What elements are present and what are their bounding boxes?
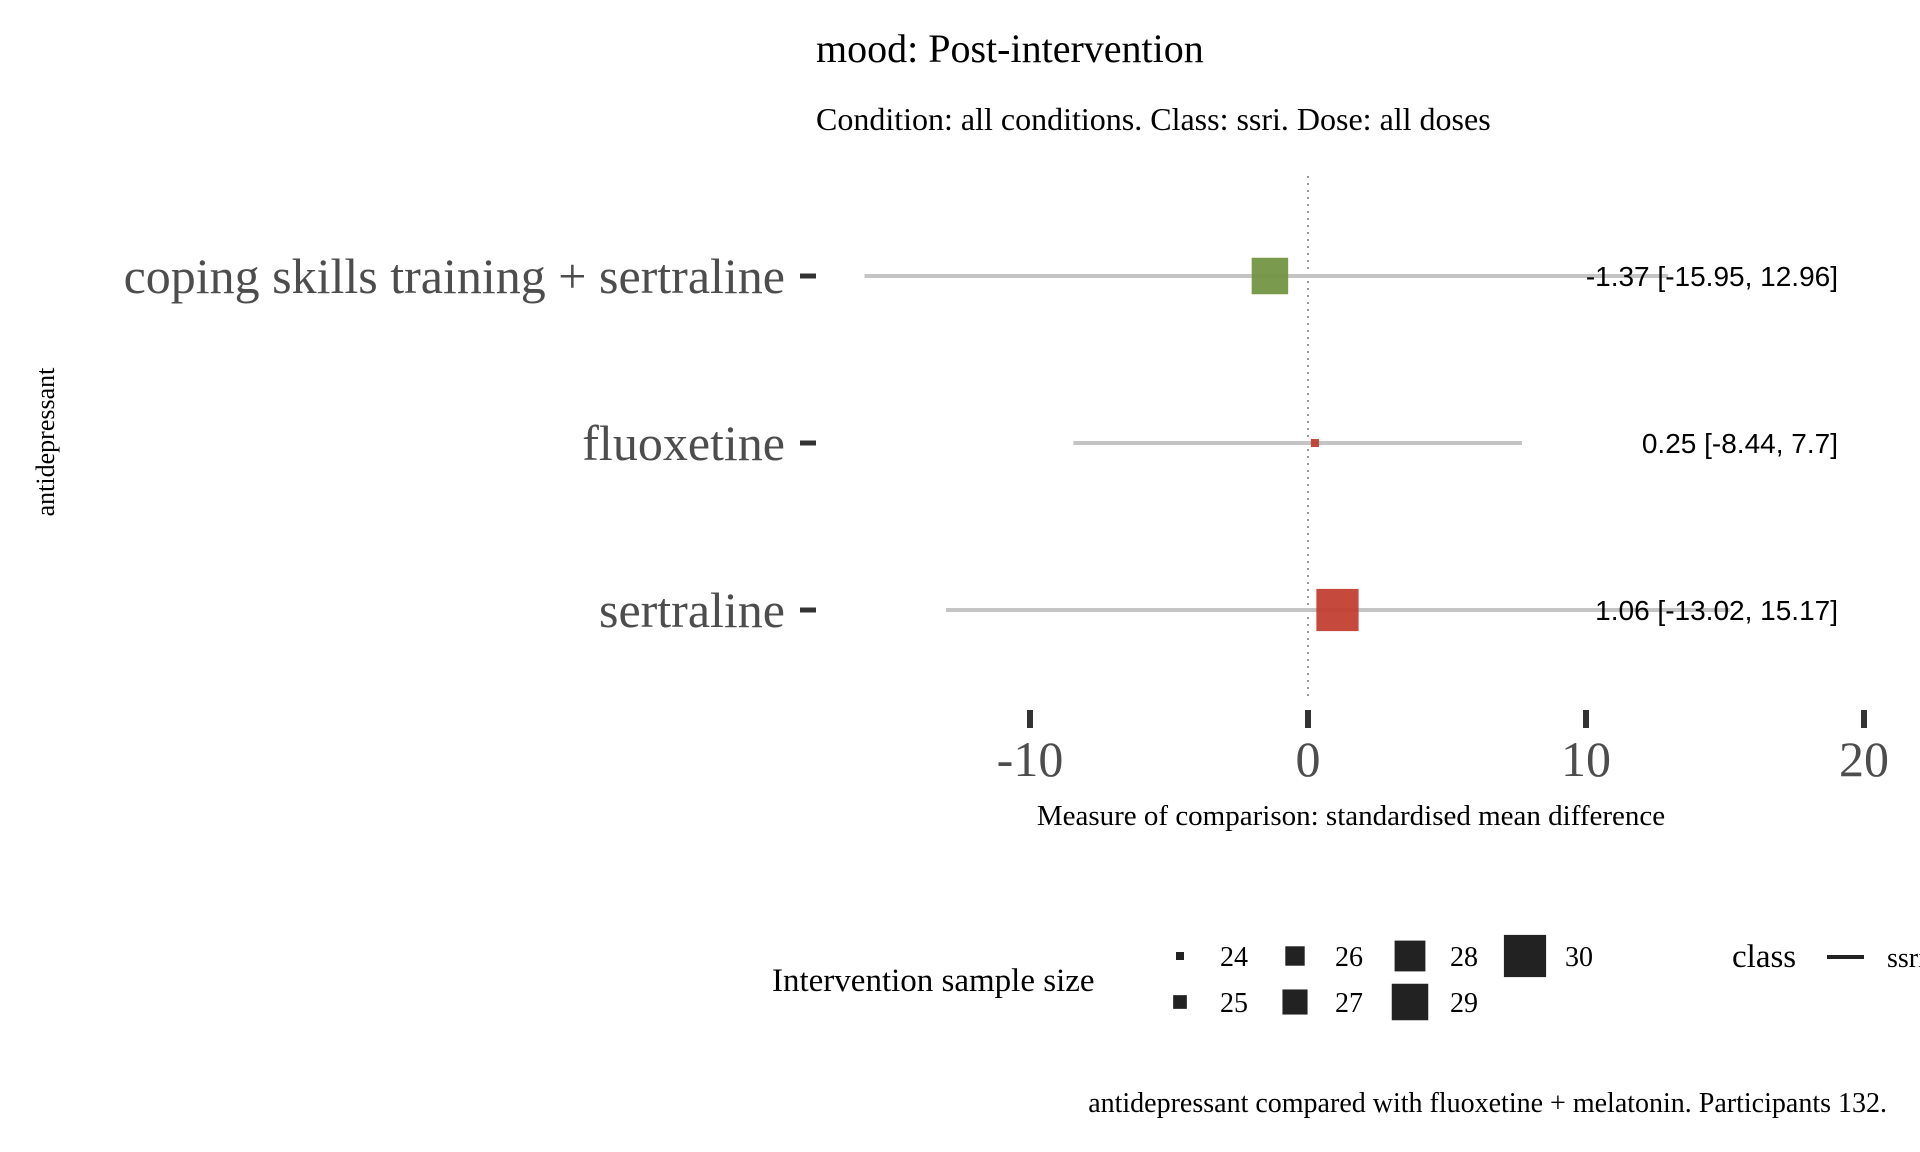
size-legend-label-28: 28 xyxy=(1450,942,1478,973)
size-legend-key-30 xyxy=(1503,934,1547,978)
class-legend-label: ssri xyxy=(1887,943,1920,974)
size-legend-key-27 xyxy=(1282,989,1308,1015)
chart-subtitle: Condition: all conditions. Class: ssri. … xyxy=(816,101,1491,137)
estimate-label-0: -1.37 [-15.95, 12.96] xyxy=(1586,261,1838,292)
class-legend-title: class xyxy=(1732,939,1796,975)
size-legend-label-26: 26 xyxy=(1335,942,1363,973)
y-tick-label-1: fluoxetine xyxy=(582,415,785,471)
size-legend-label-29: 29 xyxy=(1450,988,1478,1019)
y-axis-title: antidepressant xyxy=(31,367,60,517)
size-legend-label-25: 25 xyxy=(1220,988,1248,1019)
x-tick-label-0: -10 xyxy=(997,731,1064,787)
size-legend-key-28 xyxy=(1394,940,1426,972)
chart-title: mood: Post-intervention xyxy=(816,26,1204,71)
size-legend-title: Intervention sample size xyxy=(772,963,1095,999)
point-estimate-0 xyxy=(1251,257,1289,295)
chart-caption: antidepressant compared with fluoxetine … xyxy=(1088,1088,1887,1119)
y-tick-label-2: sertraline xyxy=(599,582,785,638)
plot-area: coping skills training + sertraline -1.37… xyxy=(124,176,1889,787)
size-legend-label-27: 27 xyxy=(1335,988,1363,1019)
size-legend-key-25 xyxy=(1173,995,1187,1009)
size-legend-label-24: 24 xyxy=(1220,942,1248,973)
size-legend: 24 25 26 27 28 29 30 xyxy=(1173,934,1593,1021)
size-legend-label-30: 30 xyxy=(1565,942,1593,973)
x-tick-label-3: 20 xyxy=(1839,731,1889,787)
y-tick-label-0: coping skills training + sertraline xyxy=(124,248,785,304)
estimate-label-1: 0.25 [-8.44, 7.7] xyxy=(1642,428,1838,459)
size-legend-key-24 xyxy=(1176,952,1184,960)
size-legend-key-26 xyxy=(1285,946,1305,966)
x-axis-title: Measure of comparison: standardised mean… xyxy=(1037,800,1665,832)
size-legend-key-29 xyxy=(1391,983,1429,1021)
x-tick-label-2: 10 xyxy=(1561,731,1611,787)
estimate-label-2: 1.06 [-13.02, 15.17] xyxy=(1595,595,1838,626)
point-estimate-1 xyxy=(1310,439,1319,447)
point-estimate-2 xyxy=(1316,588,1359,632)
x-tick-label-1: 0 xyxy=(1296,731,1321,787)
